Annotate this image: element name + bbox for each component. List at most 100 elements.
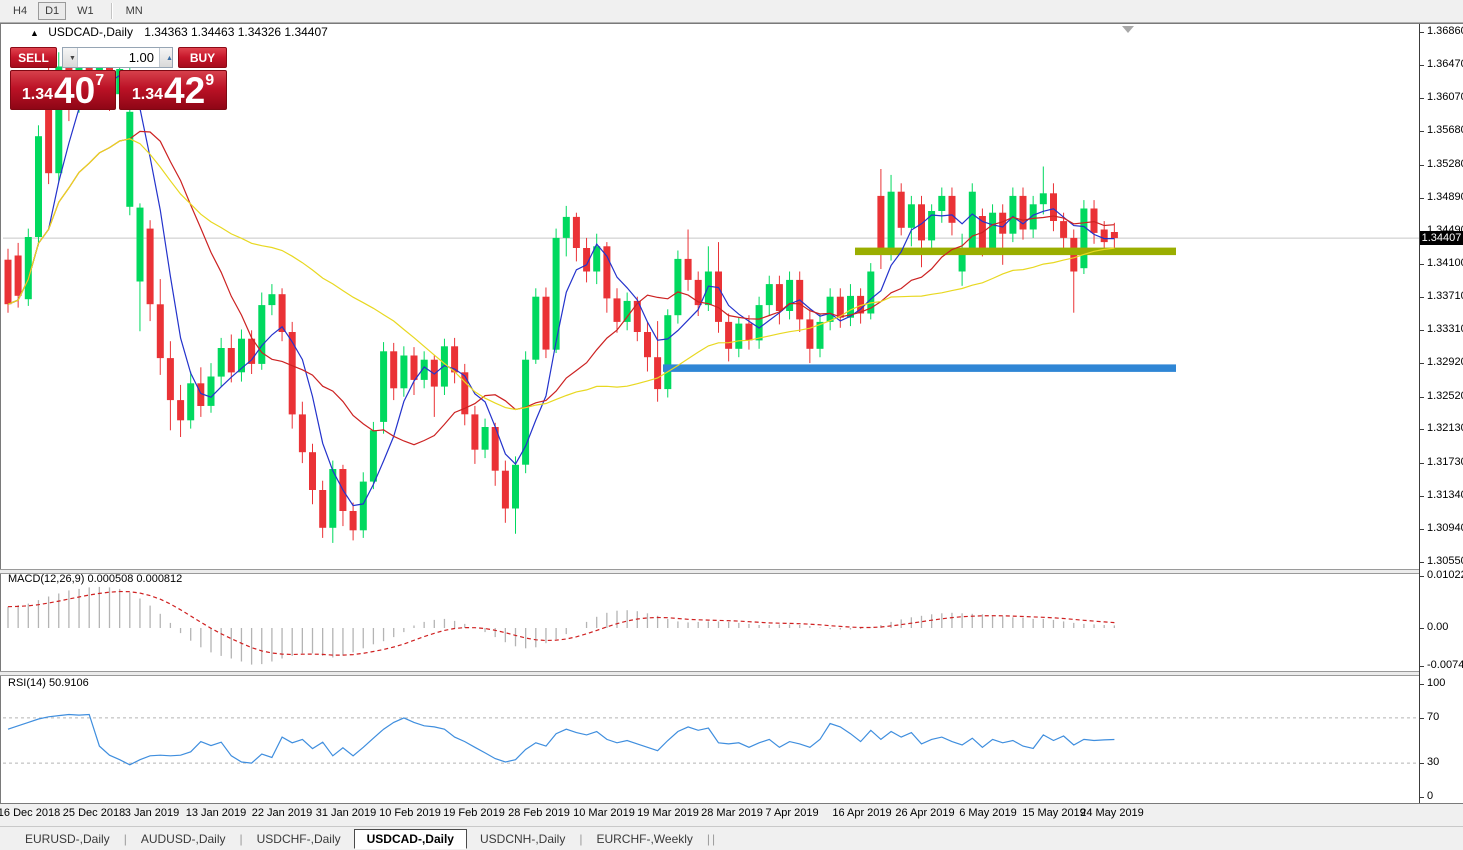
- timeframe-button-w1[interactable]: W1: [77, 5, 94, 17]
- candle-body: [775, 284, 783, 311]
- candle-body: [1100, 229, 1108, 243]
- buy-button[interactable]: BUY: [178, 47, 227, 68]
- buy-price-panel[interactable]: 1.34 42 9: [119, 70, 227, 110]
- price-axis-label: 1.32130: [1427, 422, 1463, 435]
- price-axis-label: 1.32920: [1427, 356, 1463, 369]
- chart-tab-eurchf[interactable]: EURCHF-,Weekly: [596, 831, 693, 846]
- candle-body: [867, 271, 875, 314]
- candle-body: [583, 248, 591, 272]
- date-axis-label: 28 Feb 2019: [508, 807, 570, 819]
- ma-slow-line: [7, 138, 1115, 411]
- candles: [4, 47, 1118, 543]
- candle-body: [786, 279, 794, 311]
- candle-body: [1039, 193, 1047, 205]
- candle-body: [512, 464, 519, 509]
- rsi-pane-splitter[interactable]: [0, 671, 1463, 676]
- candle-body: [918, 204, 925, 241]
- candle-body: [725, 321, 733, 349]
- chart-tab-usdcad[interactable]: USDCAD-,Daily: [353, 828, 467, 849]
- candle-body: [806, 319, 814, 349]
- date-axis-label: 10 Feb 2019: [379, 807, 441, 819]
- chart-tab-usdchf[interactable]: USDCHF-,Daily: [256, 831, 341, 846]
- candle-body: [390, 351, 398, 389]
- price-axis-label: 1.32520: [1427, 389, 1463, 402]
- toolbar-separator: [110, 3, 113, 19]
- candle-body: [532, 296, 540, 360]
- candle-body: [572, 216, 580, 248]
- price-axis-tick: [1420, 98, 1424, 99]
- resistance-line[interactable]: [855, 247, 1176, 256]
- price-axis-tick: [1420, 429, 1424, 430]
- price-axis-label: 1.31730: [1427, 456, 1463, 469]
- candle-body: [1029, 204, 1037, 230]
- candle-body: [735, 323, 743, 349]
- sell-price-panel[interactable]: 1.34 40 7: [10, 70, 116, 110]
- candle-body: [258, 305, 266, 364]
- candle-body: [999, 212, 1007, 234]
- candle-body: [187, 383, 195, 421]
- price-axis-label: 1.36860: [1427, 25, 1463, 37]
- macd-pane-splitter[interactable]: [0, 569, 1463, 574]
- candle-body: [654, 357, 662, 390]
- tab-separator: |: [239, 831, 243, 846]
- date-axis-label: 25 Dec 2018: [62, 807, 126, 819]
- chart-top-frame: [0, 23, 1463, 24]
- price-axis-tick: [1420, 65, 1424, 66]
- volume-stepper: ▼ ▲: [62, 47, 173, 68]
- timeframe-button-d1[interactable]: D1: [38, 2, 67, 20]
- timeframe-button-h4[interactable]: H4: [13, 5, 28, 17]
- volume-input[interactable]: [78, 48, 159, 67]
- price-axis-label: 1.33710: [1427, 289, 1463, 302]
- macd-label: MACD(12,26,9) 0.000508 0.000812: [8, 573, 183, 585]
- price-axis-label: 1.35280: [1427, 157, 1463, 170]
- candle-body: [613, 298, 621, 322]
- price-axis-tick: [1420, 562, 1424, 563]
- candle-body: [1110, 232, 1118, 239]
- price-axis-tick: [1420, 32, 1424, 33]
- candle-body: [948, 195, 956, 223]
- candle-body: [989, 212, 997, 248]
- candle-body: [1009, 195, 1017, 234]
- candle-body: [55, 66, 63, 174]
- chart-tab-usdcnh[interactable]: USDCNH-,Daily: [479, 831, 566, 846]
- candle-body: [298, 414, 306, 453]
- date-axis[interactable]: [0, 804, 1463, 826]
- collapse-icon[interactable]: ▲: [30, 28, 39, 38]
- volume-decrease-button[interactable]: ▼: [63, 48, 78, 67]
- price-axis[interactable]: [1420, 24, 1463, 803]
- candle-body: [420, 359, 428, 380]
- candle-body: [694, 279, 702, 306]
- chart-shift-marker[interactable]: [1122, 26, 1134, 33]
- chart-tab-audusd[interactable]: AUDUSD-,Daily: [140, 831, 226, 846]
- candle-body: [552, 237, 560, 350]
- candle-body: [765, 284, 773, 306]
- candle-body: [684, 258, 692, 280]
- macd-signal-line: [7, 590, 1115, 656]
- price-axis-tick: [1420, 198, 1424, 199]
- candle-body: [380, 351, 388, 422]
- date-axis-label: 13 Jan 2019: [185, 807, 247, 819]
- date-axis-label: 16 Dec 2018: [0, 807, 61, 819]
- volume-increase-button[interactable]: ▲: [159, 48, 173, 67]
- candle-body: [1090, 208, 1098, 233]
- candle-body: [238, 338, 245, 373]
- candle-body: [14, 255, 22, 296]
- chart-title: ▲ USDCAD-,Daily 1.34363 1.34463 1.34326 …: [30, 25, 328, 39]
- candle-body: [359, 481, 367, 531]
- candle-body: [1080, 208, 1088, 269]
- ma-fast-line: [7, 74, 1115, 507]
- candle-body: [136, 207, 144, 282]
- sell-button[interactable]: SELL: [10, 47, 57, 68]
- price-axis-tick: [1420, 330, 1424, 331]
- candle-body: [349, 511, 357, 531]
- candle-body: [369, 430, 377, 482]
- price-axis-label: 1.34890: [1427, 190, 1463, 203]
- chart-tab-eurusd[interactable]: EURUSD-,Daily: [25, 831, 110, 846]
- candle-body: [126, 111, 134, 207]
- price-axis-border: [1419, 24, 1420, 803]
- candle-body: [958, 248, 966, 272]
- price-axis-tick: [1420, 529, 1424, 530]
- support-line[interactable]: [663, 364, 1176, 372]
- timeframe-button-mn[interactable]: MN: [125, 5, 143, 17]
